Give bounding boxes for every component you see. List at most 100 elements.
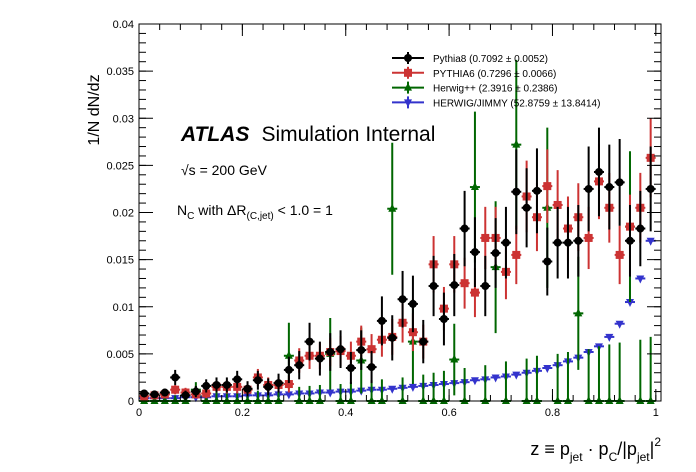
data-point xyxy=(419,337,428,346)
data-point xyxy=(584,233,593,242)
data-point xyxy=(284,365,293,374)
x-tick-label: 0.8 xyxy=(545,407,560,419)
x-tick-label: 1 xyxy=(653,407,659,419)
x-axis-label-sub1: jet xyxy=(569,450,583,464)
data-point xyxy=(460,224,469,233)
selection-sub2: (C,jet) xyxy=(247,211,274,222)
data-point xyxy=(212,396,221,404)
data-point xyxy=(140,389,149,398)
data-point xyxy=(336,345,345,354)
data-point xyxy=(512,371,521,380)
data-point xyxy=(646,184,655,193)
data-point xyxy=(171,385,180,394)
data-point xyxy=(222,380,231,389)
data-point xyxy=(377,316,386,325)
data-point xyxy=(398,295,407,304)
data-point xyxy=(202,396,211,404)
data-point xyxy=(563,396,572,404)
data-point xyxy=(615,178,624,187)
x-tick-label: 0.6 xyxy=(441,407,456,419)
data-point xyxy=(532,396,541,404)
data-point xyxy=(450,281,459,290)
y-tick-label: 0.03 xyxy=(113,113,134,125)
data-point xyxy=(450,354,459,363)
y-tick-label: 0.02 xyxy=(113,208,134,220)
data-point xyxy=(429,396,438,404)
data-point xyxy=(150,390,159,399)
y-tick-label: 0.01 xyxy=(113,302,134,314)
data-point xyxy=(439,315,448,324)
data-point xyxy=(470,182,479,191)
data-point xyxy=(150,396,159,404)
x-axis-label-sub3: jet xyxy=(636,450,650,464)
data-point xyxy=(305,337,314,346)
data-point xyxy=(212,380,221,389)
data-point xyxy=(553,238,562,247)
selection-annotation: NC with ΔR(C,jet) < 1.0 = 1 xyxy=(177,202,333,222)
atlas-label: ATLAS xyxy=(180,123,249,146)
data-point xyxy=(284,350,293,359)
axes-layer: 0 0.2 0.4 0.6 0.8 1 0 0.005 0.01 0.015 0.02 0.025 0.… xyxy=(106,19,661,419)
data-point xyxy=(264,382,273,391)
data-point xyxy=(470,248,479,257)
x-tick-label: 0.4 xyxy=(338,407,353,419)
data-point xyxy=(326,347,335,356)
data-point xyxy=(481,396,490,404)
data-point xyxy=(512,139,521,148)
x-axis-label-mid: · p xyxy=(583,439,609,459)
data-point xyxy=(388,203,397,212)
data-point xyxy=(522,203,531,212)
data-point xyxy=(625,299,634,308)
legend-entry: Pythia8 (0.7092 ± 0.0052) xyxy=(433,54,548,65)
legend-marker xyxy=(404,68,412,77)
x-tick-label: 0.2 xyxy=(235,407,250,419)
data-point xyxy=(605,333,614,342)
data-point xyxy=(253,376,262,385)
data-point xyxy=(408,383,417,392)
series-0 xyxy=(139,127,656,401)
data-point xyxy=(295,396,304,404)
data-point xyxy=(274,379,283,388)
data-point xyxy=(191,387,200,396)
data-point xyxy=(377,396,386,404)
data-point xyxy=(336,396,345,404)
x-axis-label-end: | xyxy=(650,439,655,459)
data-point xyxy=(429,282,438,291)
data-point xyxy=(553,396,562,404)
data-point xyxy=(388,333,397,342)
data-point xyxy=(543,365,552,374)
data-point xyxy=(367,363,376,372)
data-point xyxy=(315,396,324,404)
selection-pre: N xyxy=(177,202,187,218)
data-point xyxy=(274,396,283,404)
data-point xyxy=(470,377,479,386)
data-point xyxy=(357,346,366,355)
data-point xyxy=(315,354,324,363)
data-point xyxy=(553,200,562,209)
data-point xyxy=(408,299,417,308)
data-point xyxy=(501,396,510,404)
y-tick-label: 0.015 xyxy=(106,255,134,267)
data-point xyxy=(367,396,376,404)
data-point xyxy=(615,250,624,259)
y-tick-label: 0.025 xyxy=(106,160,134,172)
data-point xyxy=(636,224,645,233)
legend-marker xyxy=(404,54,412,62)
data-point xyxy=(522,396,531,404)
data-point xyxy=(233,396,242,404)
data-point xyxy=(625,236,634,245)
data-point xyxy=(346,364,355,373)
data-point xyxy=(439,396,448,404)
legend: Pythia8 (0.7092 ± 0.0052) PYTHIA6 (0.7296… xyxy=(392,52,600,109)
data-point xyxy=(532,186,541,195)
data-point xyxy=(460,396,469,404)
data-point xyxy=(636,396,645,404)
x-axis-label-sub2: C xyxy=(609,450,618,464)
data-point xyxy=(367,345,376,354)
data-point xyxy=(584,184,593,193)
data-point xyxy=(346,396,355,404)
data-point xyxy=(202,381,211,390)
data-point xyxy=(253,396,262,404)
data-point xyxy=(295,361,304,370)
